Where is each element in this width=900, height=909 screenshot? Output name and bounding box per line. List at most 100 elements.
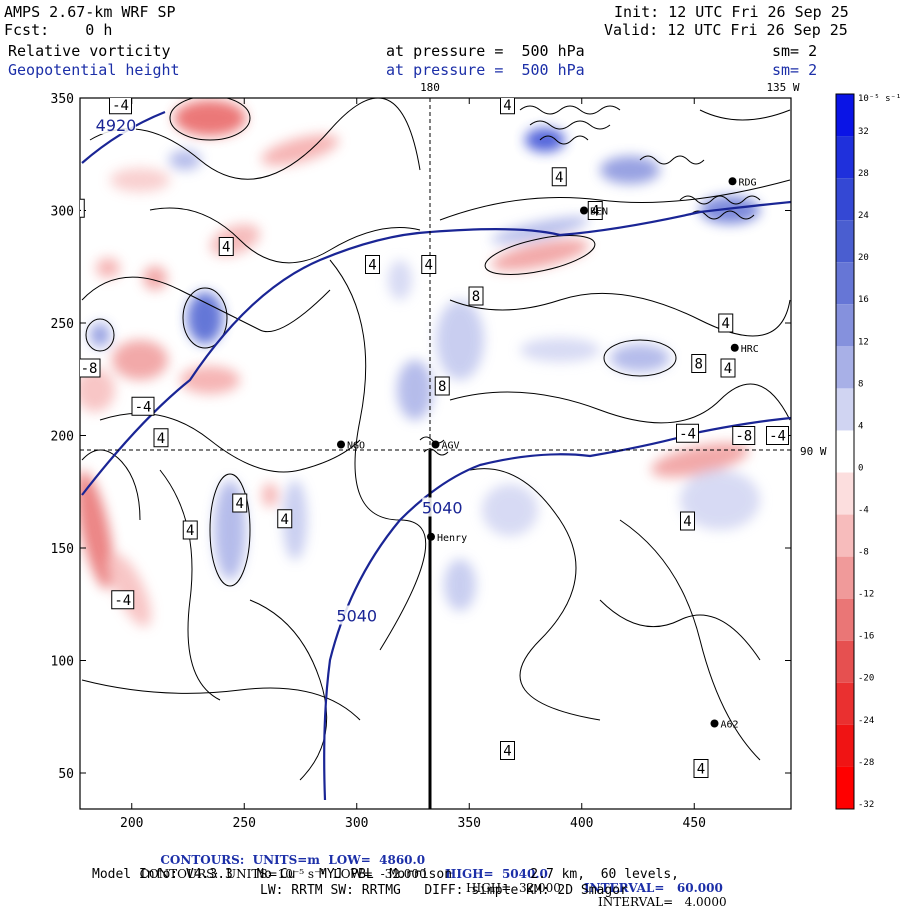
colorbar-label: 28 [858, 169, 869, 179]
height-contour-label: 5040 [422, 497, 463, 518]
colorbar-swatch [836, 556, 854, 599]
field1-level: at pressure = 500 hPa [386, 42, 585, 60]
vorticity-contour-label: -4 [131, 396, 155, 416]
colorbar-label: -20 [858, 674, 874, 684]
x-tick-label: 350 [458, 816, 481, 831]
svg-text:5040: 5040 [336, 607, 377, 626]
svg-text:4: 4 [591, 204, 599, 220]
colorbar-label: -16 [858, 632, 874, 642]
vorticity-shading [80, 100, 760, 627]
y-tick-label: 50 [58, 767, 74, 782]
vorticity-contour-label: -4 [676, 423, 699, 443]
station-label: BEN [590, 207, 608, 218]
colorbar-label: 0 [858, 463, 863, 473]
colorbar-swatch [836, 766, 854, 809]
svg-text:4: 4 [722, 316, 730, 332]
height-contour-label: 5040 [336, 605, 377, 626]
svg-text:4: 4 [157, 431, 165, 447]
colorbar-unit-label: 10⁻⁵ s⁻¹ [858, 94, 900, 104]
y-tick-label: 100 [51, 655, 74, 670]
station-label: RDG [739, 177, 757, 188]
vorticity-contour-label: 4 [680, 511, 695, 531]
colorbar-swatch [836, 136, 854, 179]
vorticity-contour-label: 4 [218, 237, 234, 256]
vorticity-contour-label: -4 [766, 426, 789, 445]
vorticity-contour-label: 8 [468, 286, 484, 306]
colorbar-swatch [836, 724, 854, 767]
svg-text:8: 8 [42, 327, 50, 343]
vorticity-contour-label: 4 [232, 493, 248, 513]
svg-text:8: 8 [472, 289, 480, 305]
vorticity-contour-label: 4 [182, 520, 198, 540]
svg-text:4: 4 [281, 512, 289, 528]
vorticity-contour-label: -4 [65, 198, 85, 218]
colorbar-label: 8 [858, 379, 863, 389]
plot-frame [79, 97, 792, 810]
svg-text:4: 4 [186, 523, 194, 539]
colorbar-swatch [836, 514, 854, 557]
footer-height-high: HIGH= 5040.0 [445, 867, 548, 881]
svg-text:4920: 4920 [96, 116, 137, 135]
svg-text:8: 8 [438, 379, 446, 395]
height-contour-label: 4920 [96, 115, 137, 135]
station-marker: Henry [427, 532, 467, 544]
colorbar-label: -12 [858, 590, 874, 600]
y-tick-label: 150 [51, 542, 74, 557]
svg-text:4: 4 [697, 762, 705, 778]
contour-cluster [419, 105, 761, 456]
vorticity-contour-label: 4 [500, 741, 515, 760]
svg-text:4: 4 [503, 98, 511, 114]
colorbar-swatch [836, 262, 854, 305]
station-label: AGV [442, 441, 460, 452]
svg-text:4: 4 [683, 514, 691, 530]
colorbar-swatch [836, 640, 854, 683]
vorticity-contour-label: 4 [277, 509, 293, 529]
vorticity-contour-label: 4 [718, 313, 734, 333]
svg-text:4: 4 [236, 496, 244, 512]
valid-time: Valid: 12 UTC Fri 26 Sep 25 [604, 21, 848, 39]
colorbar-label: -24 [858, 716, 874, 726]
y-tick-label: 200 [51, 430, 74, 445]
vorticity-contour-label: 8 [691, 354, 707, 373]
vorticity-contour-label: 8 [434, 376, 450, 396]
svg-text:4: 4 [503, 744, 511, 760]
colorbar-frame [835, 93, 855, 810]
vorticity-contour-label: 4 [587, 201, 603, 220]
svg-text:4: 4 [724, 361, 732, 377]
svg-text:4: 4 [222, 240, 230, 256]
vorticity-contour-label: 4 [500, 98, 515, 115]
svg-text:4: 4 [555, 170, 563, 186]
colorbar-swatch [836, 220, 854, 263]
svg-text:5040: 5040 [422, 499, 463, 518]
x-tick-label: 250 [233, 816, 256, 831]
colorbar-swatch [836, 388, 854, 431]
svg-text:-4: -4 [135, 399, 152, 415]
top-right-longitude-label: 135 W [766, 81, 799, 94]
x-tick-label: 400 [570, 816, 593, 831]
colorbar-swatch [836, 94, 854, 137]
field1-smoothing: sm= 2 [772, 42, 818, 60]
station-label: Henry [437, 533, 467, 544]
field2-smoothing: sm= 2 [772, 61, 818, 79]
svg-text:-8: -8 [81, 361, 98, 377]
colorbar-swatch [836, 430, 854, 473]
colorbar-swatch [836, 346, 854, 389]
svg-text:-4: -4 [65, 201, 82, 217]
svg-text:-4: -4 [112, 98, 129, 114]
vorticity-contour-label: -4 [111, 590, 135, 610]
x-tick-label: 450 [683, 816, 706, 831]
station-marker: BEN [580, 206, 608, 218]
colorbar-swatch [836, 682, 854, 725]
colorbar-label: 24 [858, 211, 869, 221]
svg-text:4: 4 [425, 258, 433, 274]
vorticity-contour-label: -8 [732, 426, 756, 445]
station-marker: AGV [431, 440, 460, 452]
svg-text:4: 4 [368, 258, 376, 274]
svg-text:-4: -4 [769, 429, 786, 445]
footer-vort-low: CONTOURS: UNITS=10⁻⁵ s⁻¹ LOW= -32.000 [139, 867, 427, 881]
colorbar-swatch [836, 178, 854, 221]
colorbar-swatch [836, 472, 854, 515]
field2-level: at pressure = 500 hPa [386, 61, 585, 79]
x-tick-label: 200 [120, 816, 143, 831]
